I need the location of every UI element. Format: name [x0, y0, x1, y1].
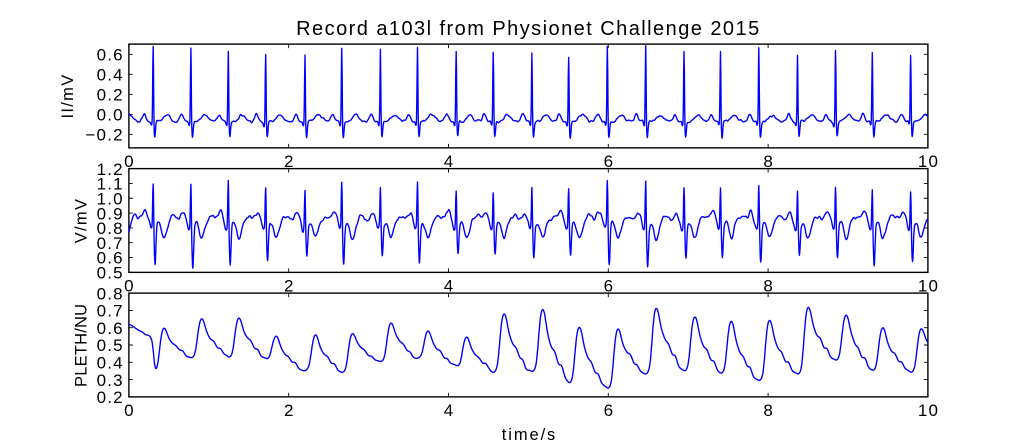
svg-text:−0.2: −0.2 — [85, 126, 123, 145]
svg-text:Record a103l from Physionet Ch: Record a103l from Physionet Challenge 20… — [296, 18, 760, 40]
svg-text:8: 8 — [763, 276, 774, 295]
svg-text:0.5: 0.5 — [97, 336, 124, 355]
svg-text:1.1: 1.1 — [97, 175, 124, 194]
svg-text:1.2: 1.2 — [97, 160, 124, 179]
svg-text:6: 6 — [604, 152, 615, 171]
svg-text:2: 2 — [284, 276, 295, 295]
svg-text:II/mV: II/mV — [59, 73, 77, 118]
svg-text:0.5: 0.5 — [97, 264, 124, 283]
svg-text:10: 10 — [918, 401, 939, 420]
svg-text:4: 4 — [444, 401, 455, 420]
svg-text:0.6: 0.6 — [97, 46, 124, 65]
svg-text:0.4: 0.4 — [97, 354, 124, 373]
svg-text:0: 0 — [124, 152, 135, 171]
svg-text:6: 6 — [604, 401, 615, 420]
svg-text:0.8: 0.8 — [97, 284, 124, 303]
svg-text:2: 2 — [284, 401, 295, 420]
svg-text:0.3: 0.3 — [97, 371, 124, 390]
svg-text:8: 8 — [763, 152, 774, 171]
svg-text:PLETH/NU: PLETH/NU — [72, 304, 90, 387]
svg-text:0.0: 0.0 — [97, 106, 124, 125]
svg-text:0.7: 0.7 — [97, 302, 124, 321]
svg-text:0.6: 0.6 — [97, 249, 124, 268]
svg-text:V/mV: V/mV — [72, 198, 90, 244]
svg-text:4: 4 — [444, 276, 455, 295]
svg-text:8: 8 — [763, 401, 774, 420]
svg-text:0.4: 0.4 — [97, 66, 124, 85]
svg-text:0.2: 0.2 — [97, 388, 124, 407]
svg-text:0.7: 0.7 — [97, 234, 124, 253]
svg-text:1.0: 1.0 — [97, 190, 124, 209]
svg-text:0.6: 0.6 — [97, 319, 124, 338]
svg-text:10: 10 — [918, 152, 939, 171]
svg-text:2: 2 — [284, 152, 295, 171]
svg-text:10: 10 — [918, 276, 939, 295]
svg-text:6: 6 — [604, 276, 615, 295]
svg-text:0: 0 — [124, 401, 135, 420]
svg-text:4: 4 — [444, 152, 455, 171]
svg-text:0.9: 0.9 — [97, 204, 124, 223]
svg-text:0: 0 — [124, 276, 135, 295]
svg-text:0.2: 0.2 — [97, 86, 124, 105]
svg-text:time/s: time/s — [502, 426, 557, 441]
svg-text:0.8: 0.8 — [97, 219, 124, 238]
